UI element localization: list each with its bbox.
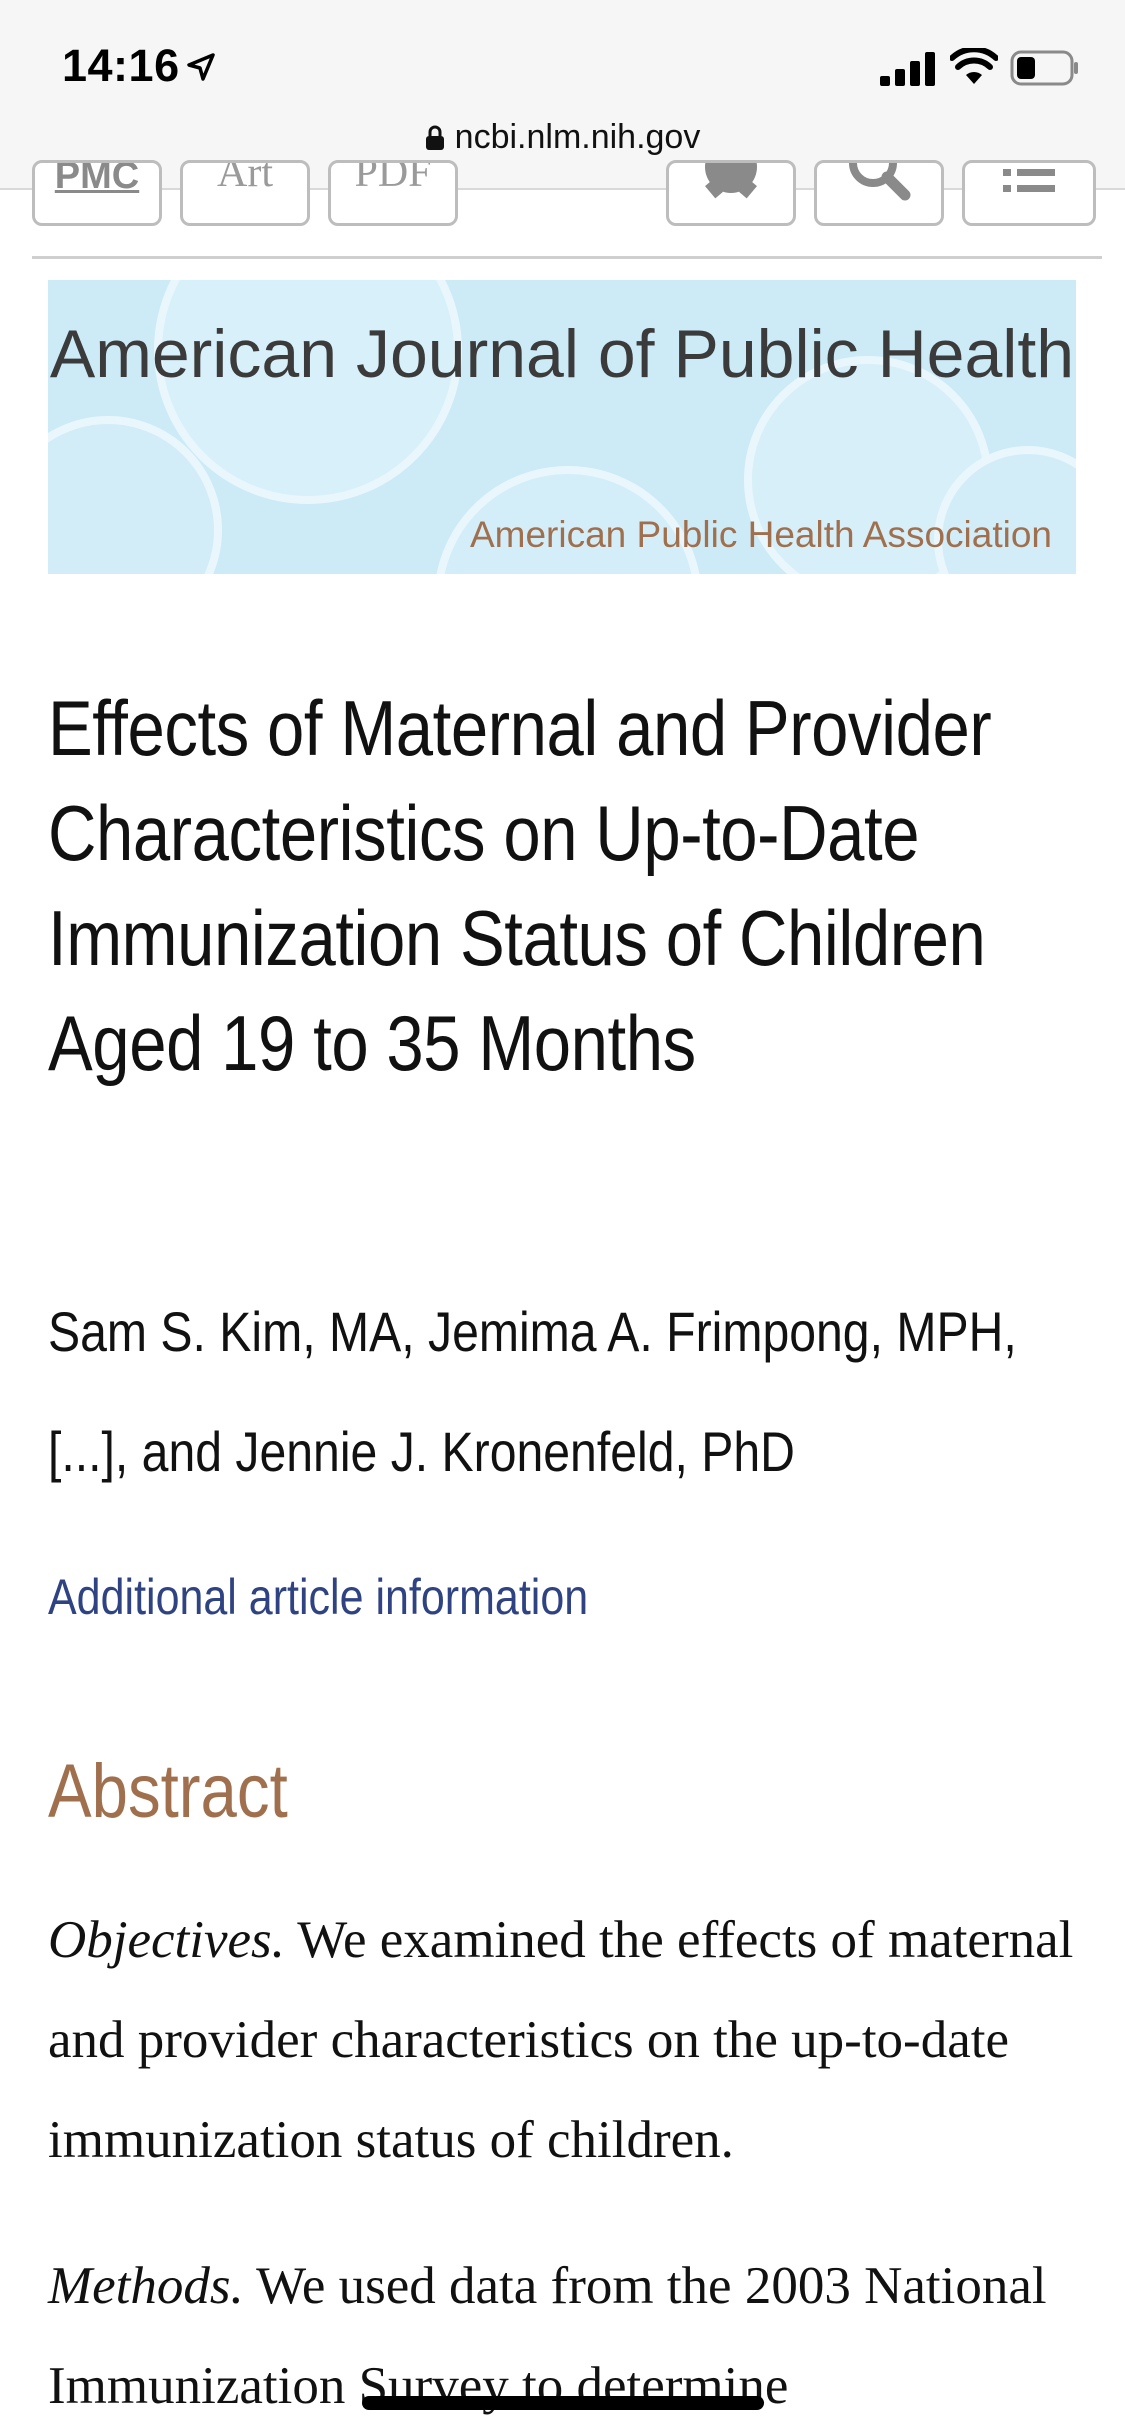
location-arrow-icon (187, 53, 215, 81)
article-button-label: Art (217, 160, 273, 196)
objectives-label: Objectives. (48, 1911, 285, 1969)
pmc-toolbar: PMC Art PDF (32, 160, 1102, 259)
settings-button[interactable] (666, 160, 796, 226)
menu-icon (1003, 169, 1055, 192)
cellular-signal-icon (880, 52, 935, 86)
url-text: ncbi.nlm.nih.gov (454, 118, 701, 156)
lock-icon (425, 125, 444, 150)
abstract-heading: Abstract (48, 1749, 288, 1834)
abstract-objectives: Objectives. We examined the effects of m… (48, 1890, 1088, 2190)
browser-top-bar: 14:16 ncbi.nlm.nih.gov (0, 0, 1125, 190)
address-bar[interactable]: ncbi.nlm.nih.gov (0, 118, 1125, 157)
publisher-name: American Public Health Association (469, 514, 1052, 555)
status-time: 14:16 (62, 40, 180, 91)
objectives-text: We examined the effects of maternal and … (48, 1911, 1074, 2169)
wifi-icon (950, 48, 998, 84)
gear-icon (705, 163, 757, 199)
battery-icon (1010, 50, 1078, 86)
search-icon (849, 163, 911, 201)
author-list[interactable]: Sam S. Kim, MA, Jemima A. Frimpong, MPH,… (48, 1300, 1017, 1483)
article-title: Effects of Maternal and Provider Charact… (48, 684, 992, 1087)
journal-title: American Journal of Public Health (49, 316, 1075, 392)
pmc-home-button[interactable]: PMC (32, 160, 162, 226)
pdf-button[interactable]: PDF (328, 160, 458, 226)
pdf-button-label: PDF (354, 160, 432, 196)
search-button[interactable] (814, 160, 944, 226)
methods-label: Methods. (48, 2257, 244, 2315)
article-button[interactable]: Art (180, 160, 310, 226)
home-indicator[interactable] (362, 2396, 764, 2410)
pmc-button-label: PMC (54, 160, 140, 197)
cloud-background (48, 280, 1076, 574)
additional-article-info-link[interactable]: Additional article information (48, 1569, 589, 1625)
journal-banner[interactable]: American Journal of Public Health Americ… (48, 280, 1076, 574)
menu-button[interactable] (962, 160, 1096, 226)
